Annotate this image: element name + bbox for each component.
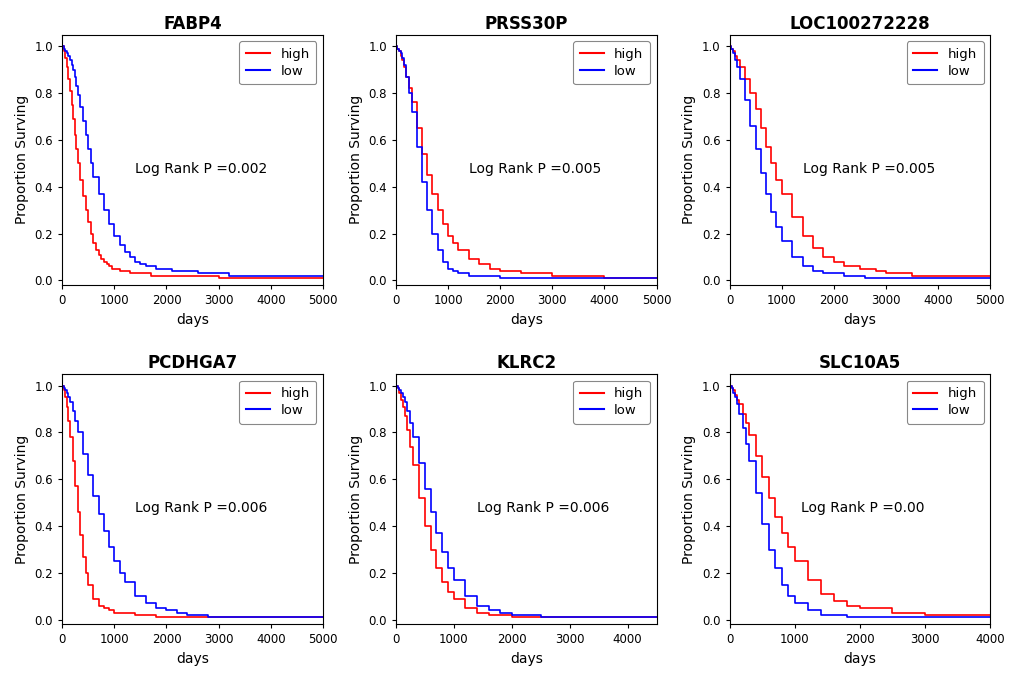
Y-axis label: Proportion Surving: Proportion Surving [348,95,363,225]
Y-axis label: Proportion Surving: Proportion Surving [682,434,696,564]
X-axis label: days: days [176,313,209,327]
Title: KLRC2: KLRC2 [495,354,555,373]
X-axis label: days: days [843,652,875,666]
X-axis label: days: days [843,313,875,327]
Text: Log Rank P =0.002: Log Rank P =0.002 [136,161,267,176]
Title: SLC10A5: SLC10A5 [818,354,900,373]
Text: Log Rank P =0.005: Log Rank P =0.005 [802,161,933,176]
Title: FABP4: FABP4 [163,15,222,33]
Y-axis label: Proportion Surving: Proportion Surving [15,95,29,225]
Legend: high, low: high, low [906,381,982,424]
Title: PCDHGA7: PCDHGA7 [148,354,237,373]
Title: LOC100272228: LOC100272228 [789,15,929,33]
Y-axis label: Proportion Surving: Proportion Surving [15,434,29,564]
Legend: high, low: high, low [906,41,982,84]
Legend: high, low: high, low [573,381,649,424]
Y-axis label: Proportion Surving: Proportion Surving [348,434,363,564]
Text: Log Rank P =0.00: Log Rank P =0.00 [801,501,924,515]
Text: Log Rank P =0.005: Log Rank P =0.005 [469,161,600,176]
Text: Log Rank P =0.006: Log Rank P =0.006 [477,501,608,515]
Legend: high, low: high, low [239,381,316,424]
Legend: high, low: high, low [573,41,649,84]
X-axis label: days: days [176,652,209,666]
X-axis label: days: days [510,652,542,666]
X-axis label: days: days [510,313,542,327]
Title: PRSS30P: PRSS30P [484,15,568,33]
Y-axis label: Proportion Surving: Proportion Surving [682,95,696,225]
Text: Log Rank P =0.006: Log Rank P =0.006 [136,501,267,515]
Legend: high, low: high, low [239,41,316,84]
